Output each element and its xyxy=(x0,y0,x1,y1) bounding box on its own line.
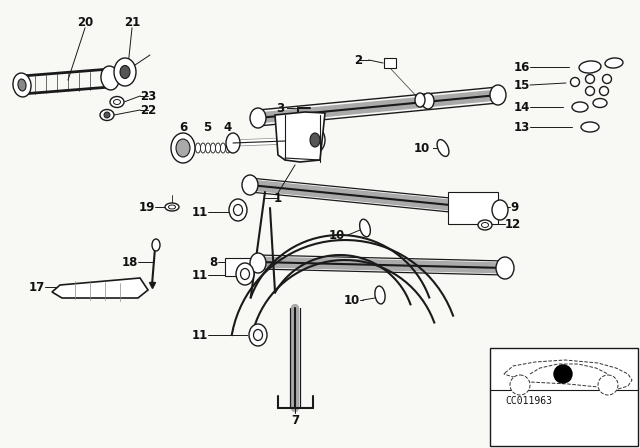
Text: 13: 13 xyxy=(514,121,530,134)
Ellipse shape xyxy=(250,108,266,128)
Text: 3: 3 xyxy=(276,102,284,115)
Ellipse shape xyxy=(234,204,243,215)
Ellipse shape xyxy=(375,286,385,304)
Ellipse shape xyxy=(241,268,250,280)
Ellipse shape xyxy=(18,79,26,91)
Ellipse shape xyxy=(200,143,205,153)
Bar xyxy=(490,348,638,446)
Text: 20: 20 xyxy=(77,16,93,29)
Ellipse shape xyxy=(593,99,607,108)
Ellipse shape xyxy=(216,143,221,153)
Text: 16: 16 xyxy=(514,60,530,73)
Ellipse shape xyxy=(415,93,425,107)
Text: 5: 5 xyxy=(203,121,211,134)
Ellipse shape xyxy=(572,102,588,112)
Ellipse shape xyxy=(120,65,130,78)
Text: 4: 4 xyxy=(224,121,232,134)
Ellipse shape xyxy=(13,73,31,97)
Ellipse shape xyxy=(168,205,175,209)
Ellipse shape xyxy=(113,99,120,104)
Ellipse shape xyxy=(437,140,449,156)
Polygon shape xyxy=(52,278,148,298)
Ellipse shape xyxy=(253,329,262,340)
Ellipse shape xyxy=(579,61,601,73)
Text: 12: 12 xyxy=(505,217,521,231)
Text: 1: 1 xyxy=(274,191,282,204)
Ellipse shape xyxy=(422,93,434,109)
Ellipse shape xyxy=(605,58,623,68)
Ellipse shape xyxy=(226,133,240,153)
Ellipse shape xyxy=(225,143,230,153)
Ellipse shape xyxy=(490,85,506,105)
Circle shape xyxy=(510,375,530,395)
Text: 22: 22 xyxy=(140,103,156,116)
Ellipse shape xyxy=(305,127,325,153)
Ellipse shape xyxy=(581,122,599,132)
Ellipse shape xyxy=(250,253,266,273)
Ellipse shape xyxy=(229,199,247,221)
Circle shape xyxy=(554,365,572,383)
Ellipse shape xyxy=(114,58,136,86)
Ellipse shape xyxy=(602,74,611,83)
Text: 7: 7 xyxy=(291,414,299,426)
Text: 10: 10 xyxy=(329,228,345,241)
Ellipse shape xyxy=(360,219,371,237)
Ellipse shape xyxy=(152,239,160,251)
Ellipse shape xyxy=(478,220,492,230)
Ellipse shape xyxy=(205,143,211,153)
Text: CC011963: CC011963 xyxy=(505,396,552,406)
Bar xyxy=(384,58,396,68)
Ellipse shape xyxy=(600,86,609,95)
Ellipse shape xyxy=(165,203,179,211)
Text: 2: 2 xyxy=(354,53,362,66)
Ellipse shape xyxy=(100,109,114,121)
Text: 21: 21 xyxy=(124,16,140,29)
Text: 9: 9 xyxy=(510,201,518,214)
Text: 14: 14 xyxy=(514,100,530,113)
Ellipse shape xyxy=(586,74,595,83)
Bar xyxy=(225,258,253,276)
Ellipse shape xyxy=(176,139,190,157)
Text: 6: 6 xyxy=(179,121,187,134)
Ellipse shape xyxy=(242,175,258,195)
Circle shape xyxy=(598,375,618,395)
Ellipse shape xyxy=(249,324,267,346)
Ellipse shape xyxy=(221,143,225,153)
Text: 10: 10 xyxy=(413,142,430,155)
Polygon shape xyxy=(275,112,325,162)
Ellipse shape xyxy=(481,223,488,228)
Text: 17: 17 xyxy=(29,280,45,293)
Text: 11: 11 xyxy=(192,206,208,219)
Ellipse shape xyxy=(492,200,508,220)
Ellipse shape xyxy=(570,78,579,86)
Ellipse shape xyxy=(195,143,200,153)
Text: 23: 23 xyxy=(140,90,156,103)
Ellipse shape xyxy=(586,86,595,95)
Circle shape xyxy=(104,112,110,118)
Text: 15: 15 xyxy=(514,78,530,91)
Ellipse shape xyxy=(101,66,119,90)
Text: 11: 11 xyxy=(192,268,208,281)
Ellipse shape xyxy=(110,96,124,108)
Bar xyxy=(448,192,498,224)
Ellipse shape xyxy=(496,257,514,279)
Text: 8: 8 xyxy=(210,255,218,268)
Text: 19: 19 xyxy=(139,201,155,214)
Text: 11: 11 xyxy=(192,328,208,341)
Ellipse shape xyxy=(236,263,254,285)
Text: 10: 10 xyxy=(344,293,360,306)
Ellipse shape xyxy=(310,133,320,147)
Text: 18: 18 xyxy=(122,255,138,268)
Ellipse shape xyxy=(211,143,216,153)
Ellipse shape xyxy=(171,133,195,163)
